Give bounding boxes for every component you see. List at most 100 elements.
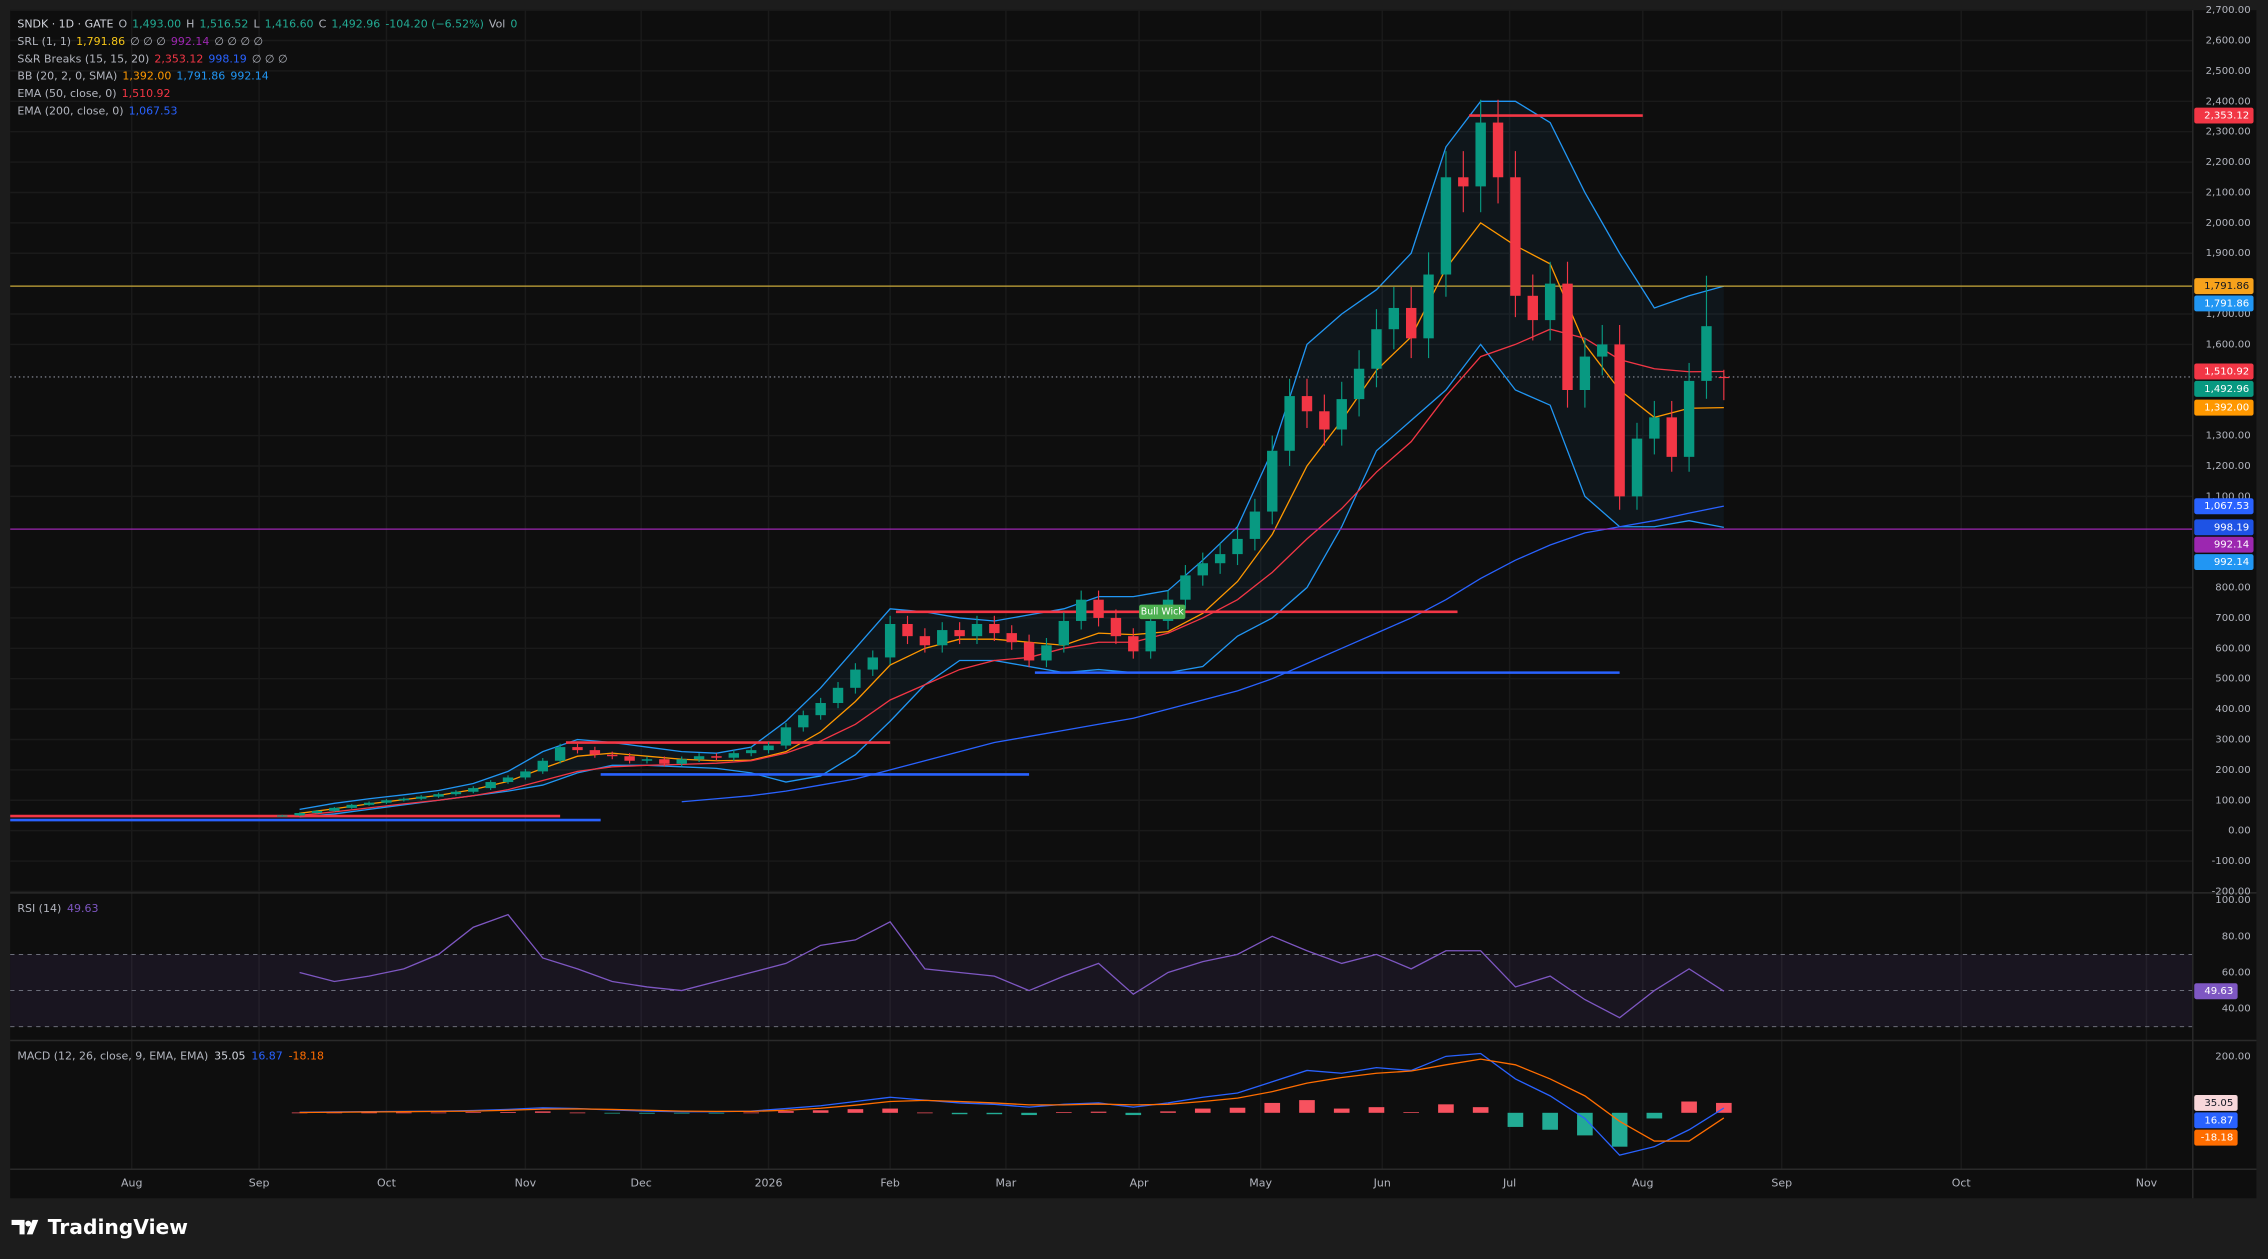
candle-body bbox=[1388, 307, 1400, 330]
macd-histogram-bar bbox=[673, 1112, 690, 1114]
macd-histogram-bar bbox=[465, 1112, 482, 1113]
legend-item: 1,392.00 bbox=[122, 70, 171, 83]
candle-body bbox=[1683, 380, 1695, 457]
legend-item: -104.20 (−6.52%) bbox=[385, 18, 484, 31]
candle-body bbox=[745, 750, 757, 754]
macd-tag-label: -18.18 bbox=[2201, 1133, 2234, 1144]
x-tick-label: 2026 bbox=[755, 1177, 783, 1190]
y-tick-label: 2,700.00 bbox=[2206, 5, 2251, 16]
price-tag-label: 1,510.92 bbox=[2204, 366, 2249, 377]
candle-body bbox=[989, 624, 1000, 634]
legend-item: H bbox=[186, 18, 194, 31]
y-tick-label: -100.00 bbox=[2212, 856, 2251, 867]
x-tick-label: Sep bbox=[249, 1177, 270, 1190]
y-tick-label: 200.00 bbox=[2215, 765, 2250, 776]
chart-background bbox=[10, 10, 2257, 1199]
candle-body bbox=[641, 759, 653, 761]
candle-body bbox=[1006, 633, 1017, 643]
candle-body bbox=[398, 798, 410, 801]
candle-body bbox=[1319, 411, 1330, 430]
legend-item: 1,067.53 bbox=[129, 104, 178, 117]
macd-histogram-bar bbox=[569, 1112, 586, 1114]
y-tick-label: -200.00 bbox=[2212, 886, 2251, 897]
x-tick-label: Jul bbox=[1502, 1177, 1516, 1190]
legend-item: 1,493.00 bbox=[132, 18, 181, 31]
candle-body bbox=[450, 791, 462, 795]
macd-tag-label: 35.05 bbox=[2204, 1098, 2233, 1109]
price-tag bbox=[2194, 399, 2254, 416]
indicator-line bbox=[299, 100, 1725, 811]
candle-body bbox=[1249, 511, 1261, 539]
macd-histogram-bar bbox=[1403, 1112, 1420, 1113]
candle-body bbox=[381, 800, 392, 803]
rsi-pane bbox=[10, 913, 2193, 1028]
price-tag-label: 998.19 bbox=[2214, 522, 2249, 533]
price-tag bbox=[2194, 295, 2254, 312]
macd-histogram-bar bbox=[1056, 1112, 1072, 1113]
macd-histogram-bar bbox=[1472, 1107, 1489, 1113]
macd-histogram-bar bbox=[1438, 1104, 1454, 1113]
candle-body bbox=[1353, 368, 1365, 400]
annotation-label: Bull Wick bbox=[1141, 606, 1184, 617]
candle-body bbox=[363, 802, 375, 805]
candle-body bbox=[1440, 177, 1452, 275]
candle-body bbox=[798, 715, 809, 728]
legend-item: 1,510.92 bbox=[122, 87, 171, 100]
y-tick-label: 300.00 bbox=[2215, 734, 2250, 745]
macd-tag-label: 16.87 bbox=[2204, 1115, 2233, 1126]
grid bbox=[10, 9, 2193, 1170]
legend-item: L bbox=[253, 18, 260, 31]
candle-body bbox=[884, 624, 896, 658]
macd-histogram-bar bbox=[430, 1112, 447, 1114]
logo-icon bbox=[11, 1219, 39, 1235]
x-tick-label: Oct bbox=[377, 1177, 397, 1190]
price-tag-label: 1,492.96 bbox=[2204, 384, 2249, 395]
price-tag bbox=[2194, 554, 2254, 570]
macd-histogram-bar bbox=[1125, 1112, 1142, 1116]
y-tick-label: 600.00 bbox=[2215, 643, 2250, 654]
candle-body bbox=[1128, 636, 1139, 652]
macd-pane bbox=[291, 1052, 1732, 1156]
candle-body bbox=[329, 807, 340, 811]
macd-histogram-bar bbox=[708, 1112, 725, 1114]
rsi-legend-name: RSI (14) bbox=[17, 902, 61, 915]
candle-body bbox=[1110, 617, 1122, 637]
price-tag-label: 992.14 bbox=[2214, 540, 2249, 551]
candle-body bbox=[937, 630, 948, 646]
macd-histogram-bar bbox=[743, 1112, 760, 1114]
candle-body bbox=[607, 754, 618, 757]
candle-body bbox=[1579, 356, 1591, 391]
candle-body bbox=[832, 687, 844, 704]
x-tick-label: Jun bbox=[1373, 1177, 1391, 1190]
macd-histogram-bar bbox=[917, 1112, 933, 1114]
macd-histogram-bar bbox=[1542, 1112, 1558, 1130]
price-tag bbox=[2194, 536, 2254, 553]
price-pane: Bull Wick bbox=[10, 99, 2193, 822]
price-tag-label: 1,791.86 bbox=[2204, 281, 2249, 292]
candle-body bbox=[624, 756, 635, 761]
macd-histogram-bar bbox=[1160, 1111, 1176, 1113]
x-tick-label: Dec bbox=[631, 1177, 652, 1190]
macd-legend-name: MACD (12, 26, close, 9, EMA, EMA) bbox=[17, 1049, 208, 1062]
rsi-tick-label: 80.00 bbox=[2222, 931, 2251, 942]
macd-histogram-bar bbox=[778, 1111, 794, 1113]
price-tag-label: 992.14 bbox=[2214, 557, 2249, 568]
candle-body bbox=[763, 745, 774, 751]
price-tag-label: 1,067.53 bbox=[2204, 501, 2249, 512]
price-tag bbox=[2194, 519, 2254, 536]
annotation-box bbox=[1139, 604, 1186, 620]
candle-body bbox=[1232, 538, 1243, 555]
macd-histogram-bar bbox=[1611, 1112, 1628, 1147]
legend-item: EMA (200, close, 0) bbox=[17, 104, 123, 117]
y-tick-label: 100.00 bbox=[2215, 795, 2250, 806]
candle-body bbox=[711, 756, 722, 758]
candle-body bbox=[572, 747, 583, 751]
candle-body bbox=[1458, 177, 1469, 187]
legend: SNDK · 1D · GATE O 1,493.00 H 1,516.52 L 1,416… bbox=[17, 18, 517, 1063]
price-tag-label: 1,791.86 bbox=[2204, 298, 2249, 309]
legend-row: EMA (200, close, 0) 1,067.53 bbox=[17, 104, 177, 117]
macd-legend-value: 35.05 bbox=[214, 1049, 245, 1062]
candle-body bbox=[433, 794, 444, 797]
